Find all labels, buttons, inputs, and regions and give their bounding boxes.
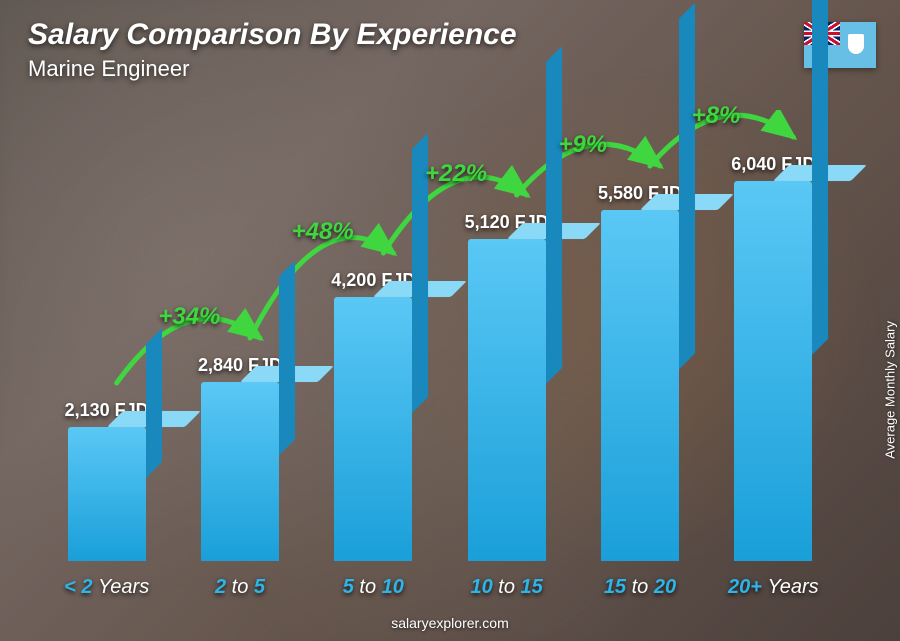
y-axis-label: Average Monthly Salary (883, 321, 898, 459)
chart-title: Salary Comparison By Experience (28, 18, 517, 52)
chart-plot-area: 2,130 FJD2,840 FJD4,200 FJD5,120 FJD5,58… (40, 110, 840, 561)
bar (734, 181, 812, 561)
bar-side-face (146, 328, 162, 478)
x-axis-labels: < 2 Years2 to 55 to 1010 to 1515 to 2020… (40, 576, 840, 599)
x-axis-category-label: 2 to 5 (173, 576, 306, 599)
bar-front-face (201, 382, 279, 561)
bar (334, 297, 412, 561)
bar-slot: 4,200 FJD (307, 110, 440, 561)
bar-front-face (68, 427, 146, 561)
header: Salary Comparison By Experience Marine E… (28, 18, 517, 82)
increment-percent-label: +22% (425, 160, 487, 188)
footer-attribution: salaryexplorer.com (0, 615, 900, 631)
bar (68, 427, 146, 561)
bar-front-face (334, 297, 412, 561)
increment-percent-label: +9% (558, 131, 607, 159)
bar-front-face (468, 239, 546, 561)
bar (468, 239, 546, 561)
bar-slot: 5,580 FJD (573, 110, 706, 561)
chart-container: Salary Comparison By Experience Marine E… (0, 0, 900, 641)
flag-shield-icon (848, 34, 864, 54)
x-axis-category-label: 15 to 20 (573, 576, 706, 599)
bar-front-face (734, 181, 812, 561)
bar-slot: 6,040 FJD (707, 110, 840, 561)
bar (201, 382, 279, 561)
bar-side-face (546, 46, 562, 384)
increment-percent-label: +48% (292, 218, 354, 246)
x-axis-category-label: 20+ Years (707, 576, 840, 599)
bar-side-face (679, 3, 695, 370)
increment-percent-label: +34% (158, 303, 220, 331)
bar-slot: 2,840 FJD (173, 110, 306, 561)
x-axis-category-label: < 2 Years (40, 576, 173, 599)
x-axis-category-label: 5 to 10 (307, 576, 440, 599)
bar-slot: 2,130 FJD (40, 110, 173, 561)
chart-subtitle: Marine Engineer (28, 56, 517, 82)
bar-side-face (812, 0, 828, 355)
increment-percent-label: +8% (692, 102, 741, 130)
bar-side-face (279, 261, 295, 456)
bar (601, 210, 679, 561)
bar-front-face (601, 210, 679, 561)
x-axis-category-label: 10 to 15 (440, 576, 573, 599)
